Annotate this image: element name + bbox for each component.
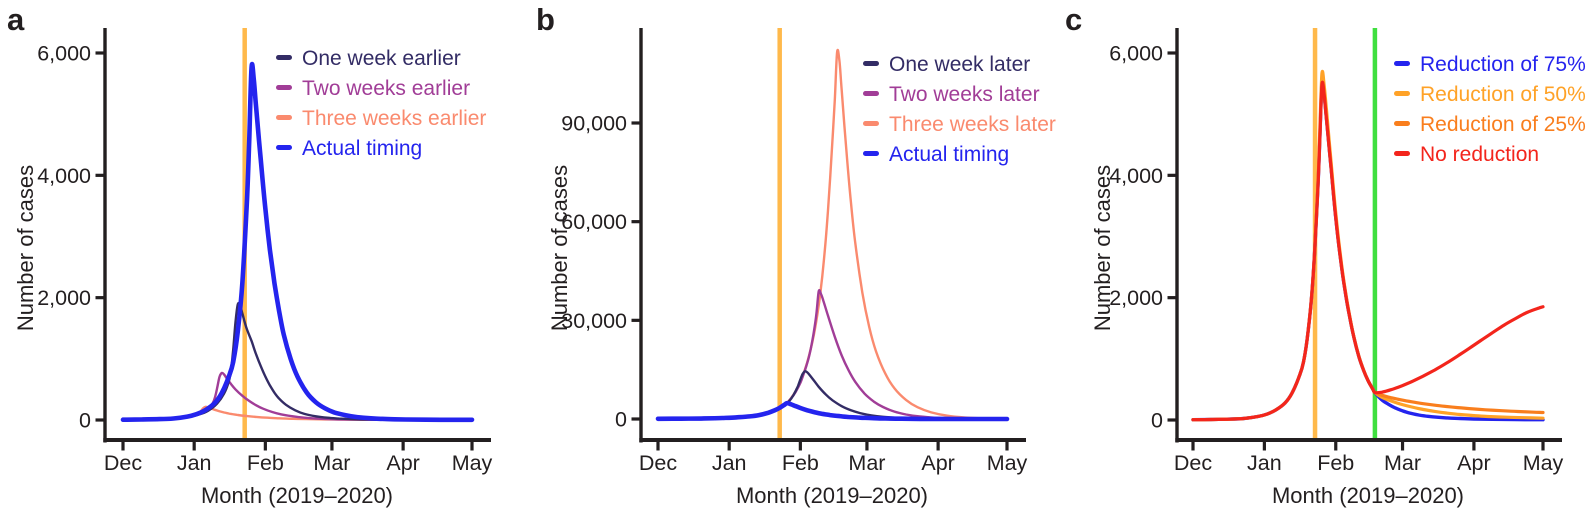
legend-swatch [863,151,879,156]
series-line-one-week-earlier [121,301,474,422]
legend-item: Two weeks later [863,80,1056,110]
x-axis-title: Month (2019–2020) [735,483,929,508]
legend-item: Two weeks earlier [276,74,486,104]
legend-swatch [863,121,879,126]
plot-area-b: Dec Jan Feb Mar Apr May 0 30,000 60,000 90,000 [561,28,1028,475]
legend-label: Two weeks earlier [302,77,471,100]
legend-label: Actual timing [302,137,423,160]
legend-swatch [276,115,292,120]
x-tick-label: Apr [386,451,419,475]
panel-letter-c: c [1065,2,1083,37]
legend-item: Actual timing [863,140,1056,170]
legend-label: Three weeks later [889,113,1056,136]
legend-label: Reduction of 50% [1420,83,1586,106]
y-tick-label: 30,000 [561,309,627,333]
legend-label: Reduction of 25% [1420,113,1586,136]
y-tick-label: 6,000 [37,42,91,66]
plot-area-a: Dec Jan Feb Mar Apr May 0 2,000 4,000 6,000 [37,28,493,475]
legend-swatch [1394,61,1410,66]
y-tick-label: 0 [615,408,627,432]
y-tick-label: 2,000 [1109,286,1163,310]
y-tick-label: 0 [79,409,91,433]
x-tick-label: Apr [921,451,954,475]
x-tick-label: Mar [1384,451,1421,475]
y-tick-label: 0 [1151,409,1163,433]
legend-swatch [863,91,879,96]
x-tick-label: Feb [782,451,819,475]
series-line-actual-timing [655,400,1010,422]
legend-swatch [276,55,292,60]
panel-c: Dec Jan Feb Mar Apr May 0 2,000 4,000 6,000 c Num… [1058,0,1587,517]
legend-swatch [1394,151,1410,156]
x-tick-label: May [987,451,1028,475]
y-tick-label: 2,000 [37,286,91,310]
legend-item: One week earlier [276,44,486,74]
x-axis-title: Month (2019–2020) [1271,483,1465,508]
legend-swatch [1394,121,1410,126]
legend-swatch [276,145,292,150]
panel-a: Dec Jan Feb Mar Apr May 0 2,000 4,000 6,000 a Num… [0,0,529,517]
legend-item: Reduction of 25% [1394,110,1586,140]
y-tick-label: 4,000 [1109,164,1163,188]
series-line-no-reduction [1191,80,1545,422]
y-tick-label: 6,000 [1109,42,1163,66]
x-tick-label: Feb [247,451,284,475]
legend: Reduction of 75% Reduction of 50% Reduct… [1394,50,1586,170]
legend-swatch [863,61,879,66]
panel-b: Dec Jan Feb Mar Apr May 0 30,000 60,000 90,000 b … [529,0,1058,517]
x-tick-label: Dec [1174,451,1212,475]
plot-area-c: Dec Jan Feb Mar Apr May 0 2,000 4,000 6,000 [1109,28,1564,475]
legend: One week later Two weeks later Three wee… [863,50,1056,170]
legend-swatch [1394,91,1410,96]
x-tick-label: Apr [1457,451,1490,475]
y-axis-title: Number of cases [1090,164,1115,332]
x-tick-label: Feb [1317,451,1354,475]
legend-label: One week earlier [302,47,461,70]
x-tick-label: Jan [712,451,747,475]
x-tick-label: Mar [313,451,350,475]
legend-label: Actual timing [889,143,1010,166]
legend-item: Reduction of 75% [1394,50,1586,80]
legend-item: Three weeks later [863,110,1056,140]
y-tick-label: 90,000 [561,112,627,136]
legend-item: One week later [863,50,1056,80]
y-tick-label: 4,000 [37,164,91,188]
legend-swatch [276,85,292,90]
series-line-one-week-later [656,370,1009,421]
legend-item: Actual timing [276,134,486,164]
legend-label: No reduction [1420,143,1540,166]
legend-item: Three weeks earlier [276,104,486,134]
x-tick-label: Jan [1247,451,1282,475]
legend: One week earlier Two weeks earlier Three… [276,44,486,164]
y-axis-title: Number of cases [547,164,572,332]
x-tick-label: Jan [177,451,212,475]
legend-item: No reduction [1394,140,1586,170]
legend-item: Reduction of 50% [1394,80,1586,110]
legend-label: One week later [889,53,1031,76]
series-line-actual-timing [120,61,475,423]
x-tick-label: Dec [104,451,142,475]
x-tick-label: Dec [639,451,677,475]
panel-letter-a: a [7,2,25,37]
x-tick-label: Mar [848,451,885,475]
x-tick-label: May [1523,451,1564,475]
y-tick-label: 60,000 [561,210,627,234]
legend-label: Two weeks later [889,83,1040,106]
legend-label: Reduction of 75% [1420,53,1586,76]
legend-label: Three weeks earlier [302,107,487,130]
x-axis-title: Month (2019–2020) [200,483,394,508]
x-tick-label: May [452,451,493,475]
panel-letter-b: b [536,2,555,37]
y-axis-title: Number of cases [13,164,38,332]
